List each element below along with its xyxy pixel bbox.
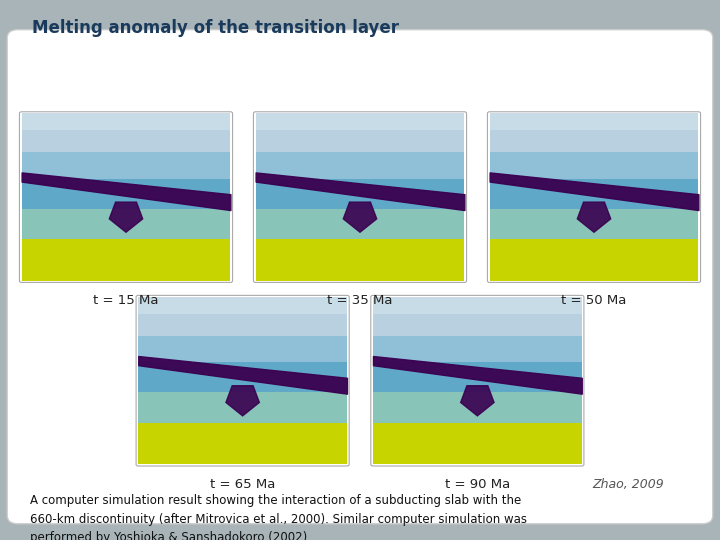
Text: t = 15 Ma: t = 15 Ma: [94, 294, 158, 307]
Text: t = 90 Ma: t = 90 Ma: [445, 478, 510, 491]
Bar: [373, 362, 582, 393]
Polygon shape: [226, 386, 259, 416]
Bar: [138, 362, 347, 393]
Bar: [22, 179, 230, 209]
Text: t = 50 Ma: t = 50 Ma: [562, 294, 626, 307]
Bar: [256, 113, 464, 130]
Bar: [490, 179, 698, 209]
Bar: [138, 297, 347, 314]
Bar: [373, 297, 582, 314]
Text: A computer simulation result showing the interaction of a subducting slab with t: A computer simulation result showing the…: [30, 494, 527, 540]
Bar: [256, 130, 464, 152]
Bar: [138, 314, 347, 335]
Bar: [490, 209, 698, 239]
Bar: [373, 335, 582, 362]
Bar: [490, 113, 698, 130]
Polygon shape: [343, 202, 377, 232]
Bar: [256, 209, 464, 239]
Text: t = 35 Ma: t = 35 Ma: [328, 294, 392, 307]
Bar: [138, 393, 347, 422]
Polygon shape: [109, 202, 143, 232]
Bar: [490, 130, 698, 152]
Bar: [490, 239, 698, 281]
Bar: [138, 422, 347, 464]
Bar: [490, 152, 698, 179]
Bar: [373, 422, 582, 464]
Bar: [22, 113, 230, 130]
Bar: [22, 239, 230, 281]
Bar: [256, 152, 464, 179]
Polygon shape: [577, 202, 611, 232]
Bar: [22, 152, 230, 179]
Text: t = 65 Ma: t = 65 Ma: [210, 478, 275, 491]
Text: Melting anomaly of the transition layer: Melting anomaly of the transition layer: [32, 19, 400, 37]
Bar: [256, 239, 464, 281]
Bar: [22, 130, 230, 152]
Bar: [373, 393, 582, 422]
FancyBboxPatch shape: [7, 30, 713, 524]
Bar: [138, 335, 347, 362]
Polygon shape: [461, 386, 494, 416]
Bar: [256, 179, 464, 209]
Bar: [373, 314, 582, 335]
Text: Zhao, 2009: Zhao, 2009: [593, 478, 665, 491]
Bar: [22, 209, 230, 239]
